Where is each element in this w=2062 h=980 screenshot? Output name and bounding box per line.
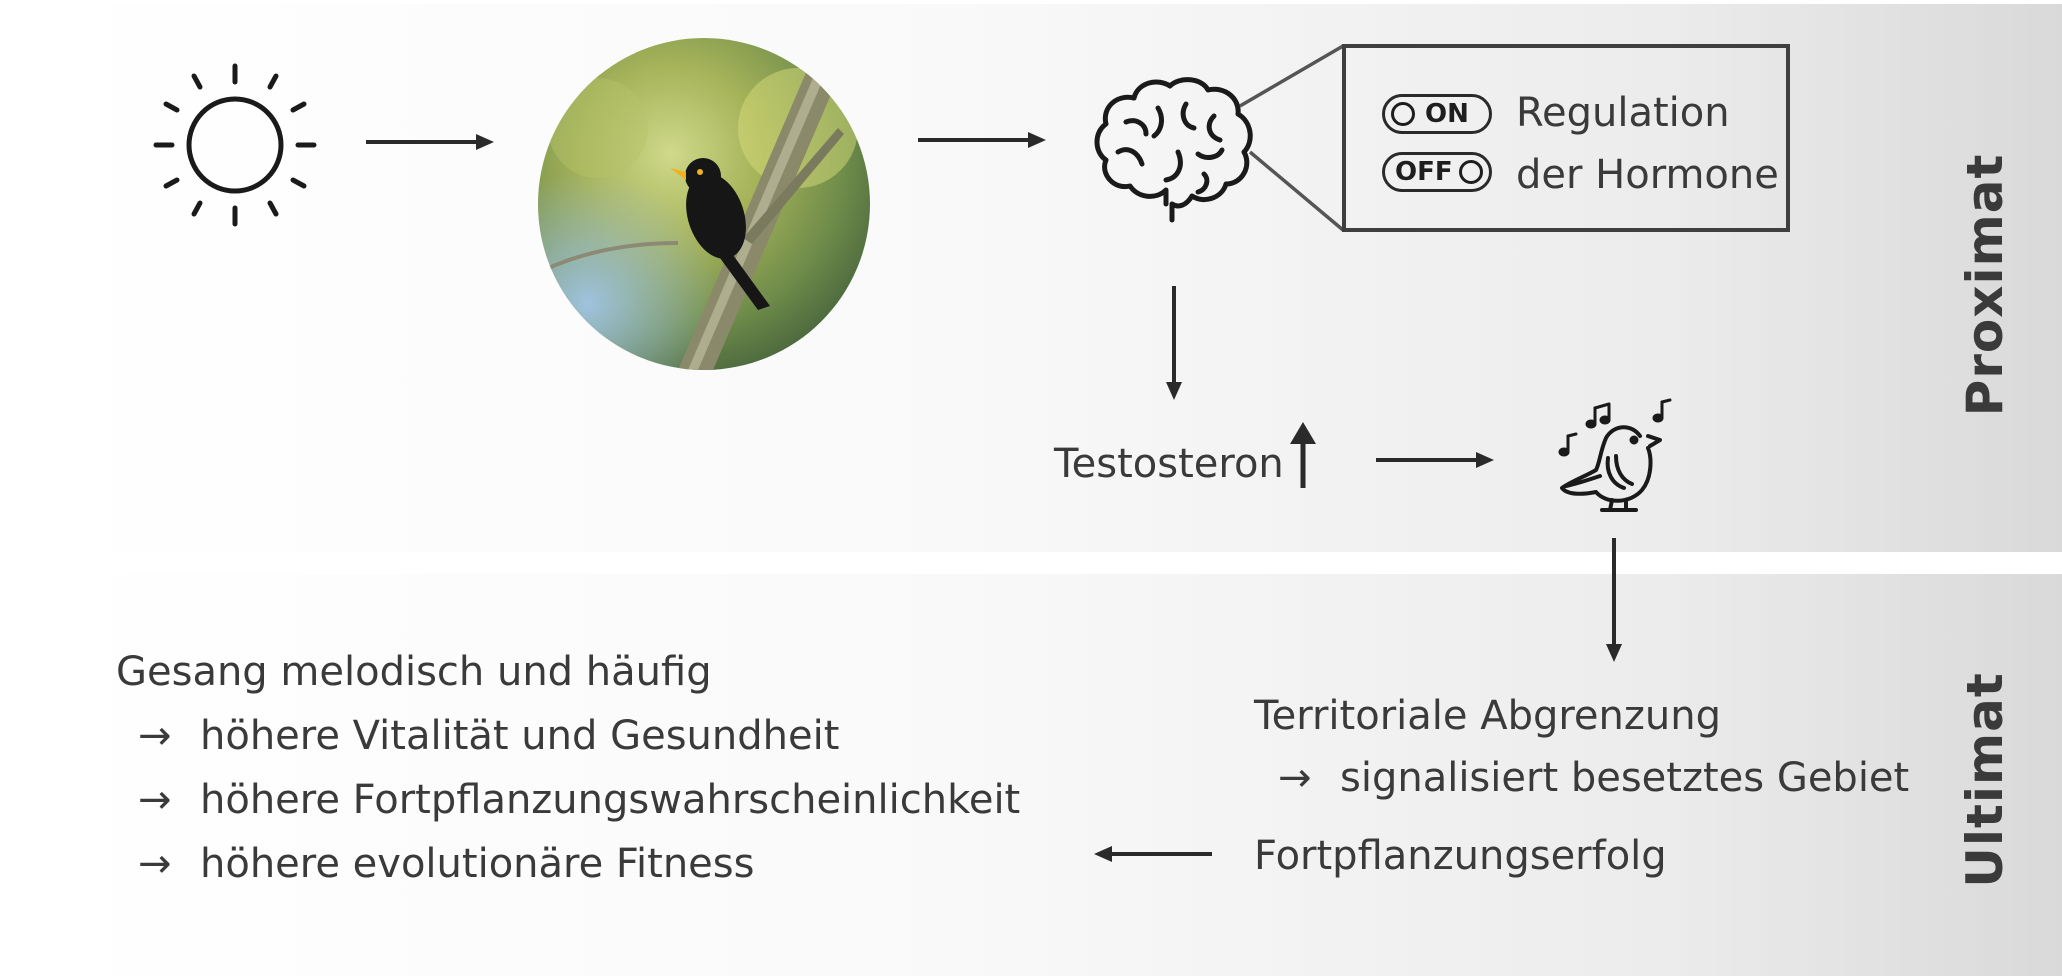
singing-bird-icon [1560, 425, 1662, 512]
list-item: → höhere Vitalität und Gesundheit [138, 716, 839, 756]
music-notes-icon [1558, 398, 1672, 457]
list-item: → höhere evolutionäre Fitness [138, 844, 754, 884]
list-item-text: höhere Fortpflanzungswahrscheinlichkeit [200, 777, 1021, 823]
off-label: OFF [1395, 157, 1453, 187]
song-heading: Gesang melodisch und häufig [116, 649, 712, 695]
territory-detail: → signalisiert besetztes Gebiet [1278, 758, 1909, 798]
list-item: → höhere Fortpflanzungswahrscheinlichkeit [138, 780, 1020, 820]
arrow-success-to-fitness [1094, 846, 1212, 862]
arrow-brain-to-testosterone [1166, 286, 1182, 400]
brain-icon [1094, 77, 1253, 223]
arrow-right-icon: → [138, 777, 172, 823]
proximate-band [54, 4, 2062, 552]
arrow-sun-to-bird [366, 134, 494, 150]
off-switch-icon: OFF [1382, 152, 1492, 192]
testosterone-label: Testosteron [1054, 441, 1284, 487]
regulation-line-2: der Hormone [1516, 152, 1779, 198]
arrow-right-icon: → [1278, 755, 1312, 801]
list-item-text: höhere Vitalität und Gesundheit [200, 713, 840, 759]
hormone-regulation-box: ON OFF Regulation der Hormone [1342, 44, 1790, 232]
arrow-right-icon: → [138, 841, 172, 887]
arrow-testosterone-to-song [1376, 452, 1494, 468]
arrow-song-to-territory [1606, 538, 1622, 662]
territory-detail-text: signalisiert besetztes Gebiet [1340, 755, 1910, 801]
reproduction-success: Fortpflanzungserfolg [1254, 833, 1667, 879]
blackbird-photo [538, 38, 870, 370]
regulation-line-1: Regulation [1516, 90, 1730, 136]
arrow-bird-to-brain [918, 132, 1046, 148]
ultimate-band [54, 574, 2062, 976]
list-item-text: höhere evolutionäre Fitness [200, 841, 755, 887]
territory-heading: Territoriale Abgrenzung [1254, 693, 1721, 739]
on-label: ON [1425, 99, 1469, 129]
sun-icon [153, 63, 317, 227]
on-switch-icon: ON [1382, 94, 1492, 134]
increase-arrow-icon [1290, 422, 1316, 488]
arrow-right-icon: → [138, 713, 172, 759]
